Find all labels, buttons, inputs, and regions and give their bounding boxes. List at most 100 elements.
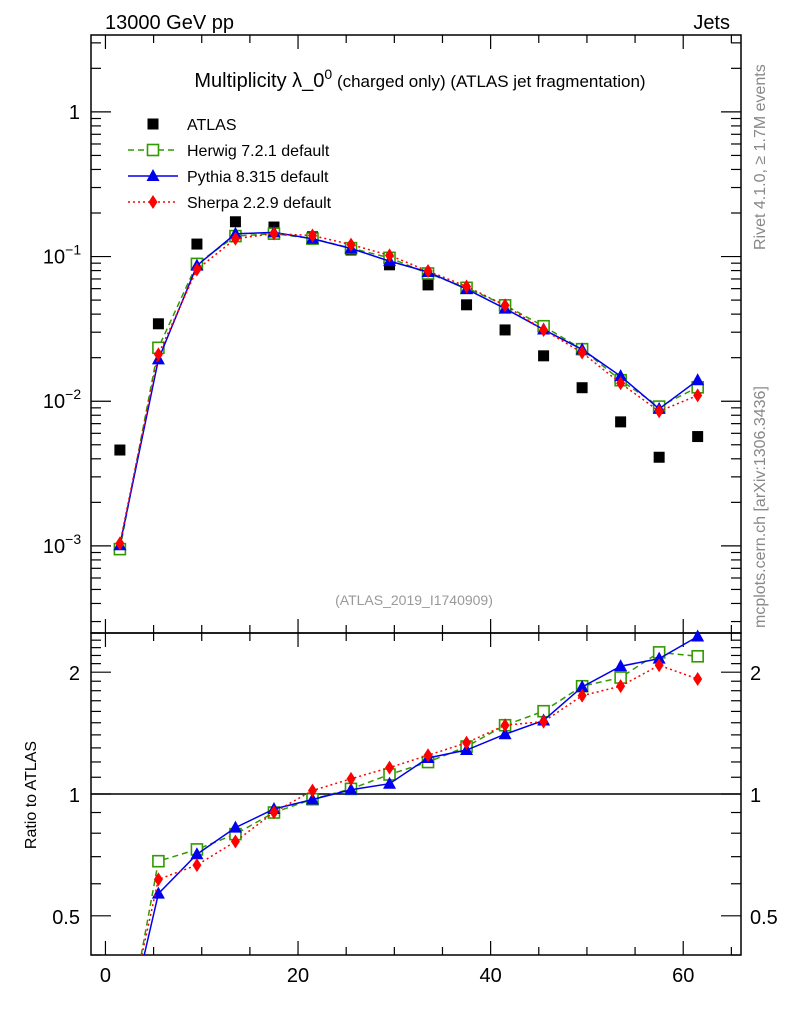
ratio-y-tick-label: 2 (69, 663, 80, 685)
ratio-line (141, 664, 698, 956)
legend-marker (147, 118, 159, 130)
x-tick-label: 20 (287, 965, 309, 987)
x-tick-label: 0 (100, 965, 111, 987)
y-tick-base: 10 (43, 536, 65, 558)
series-sherpa (115, 226, 703, 551)
legend: ATLAS Herwig 7.2.1 default Pythia 8.315 de… (128, 117, 332, 212)
series-pythia (113, 225, 705, 551)
ratio-point (152, 854, 165, 868)
data-point (229, 216, 241, 228)
data-point (269, 226, 279, 241)
data-point (499, 324, 511, 336)
y-tick-label: 10−3 (43, 531, 81, 558)
x-tick-label: 60 (672, 965, 694, 987)
ratio-point (383, 776, 397, 789)
legend-label: ATLAS (187, 117, 237, 134)
ratio-point (654, 658, 664, 673)
y-tick-base: 10 (43, 247, 65, 269)
y-tick-exponent: −3 (65, 531, 81, 547)
y-tick-base: 1 (69, 102, 80, 124)
data-point (691, 373, 705, 386)
header-right: Jets (693, 12, 730, 34)
ratio-point (691, 650, 704, 663)
ratio-point (577, 688, 587, 703)
data-point (538, 350, 550, 362)
data-point (577, 345, 587, 360)
data-point (654, 404, 664, 419)
ratio-point (153, 872, 163, 887)
data-point (191, 238, 203, 250)
ratio-y-tick-label-right: 0.5 (750, 907, 778, 929)
ratio-point (230, 834, 240, 849)
ratio-point (190, 847, 204, 860)
y-tick-base: 10 (43, 391, 65, 413)
ratio-y-tick-label: 1 (69, 785, 80, 807)
data-point (423, 264, 433, 279)
ratio-point (614, 659, 628, 672)
data-point (422, 279, 434, 291)
chart-title: Multiplicity λ_00 (charged only) (ATLAS … (194, 66, 645, 92)
x-tick-label: 40 (480, 965, 502, 987)
data-point (692, 431, 704, 443)
y-tick-label: 10−2 (43, 386, 81, 413)
series-line (119, 232, 699, 550)
ratio-point (616, 679, 626, 694)
data-point (230, 231, 240, 246)
data-point (614, 369, 628, 382)
ratio-y-tick-label-right: 2 (750, 663, 761, 685)
ratio-point (307, 783, 317, 798)
ratio-point (346, 771, 356, 786)
data-point (114, 444, 126, 456)
series-atlas (114, 216, 704, 463)
ratio-series (140, 629, 705, 956)
data-point (500, 298, 510, 313)
data-point (462, 279, 472, 294)
y-tick-label: 10−1 (43, 242, 81, 269)
ratio-point (498, 727, 512, 740)
ratio-line (140, 651, 698, 956)
y-tick-exponent: −2 (65, 386, 81, 402)
ratio-point (228, 820, 242, 833)
data-point (653, 451, 665, 463)
ratio-line (143, 635, 699, 956)
legend-marker (146, 169, 160, 181)
legend-label: Herwig 7.2.1 default (187, 143, 330, 160)
ratio-point (462, 735, 472, 750)
ratio-point (575, 679, 589, 692)
ratio-y-tick-label: 0.5 (52, 907, 80, 929)
y-tick-label: 1 (69, 102, 80, 124)
series-line (119, 232, 698, 544)
y-tick-exponent: −1 (65, 242, 81, 258)
ratio-point (269, 805, 279, 820)
data-point (385, 248, 395, 263)
ratio-point (539, 714, 549, 729)
legend-marker (148, 195, 158, 209)
legend-label: Sherpa 2.2.9 default (187, 195, 332, 212)
data-point (616, 376, 626, 391)
ratio-point (423, 748, 433, 763)
header-left: 13000 GeV pp (105, 12, 234, 34)
ratio-ylabel: Ratio to ATLAS (23, 741, 40, 849)
ratio-point (652, 651, 666, 664)
legend-label: Pythia 8.315 default (187, 169, 329, 186)
data-point (192, 262, 202, 277)
analysis-label: (ATLAS_2019_I1740909) (335, 592, 493, 608)
ratio-point (344, 782, 358, 795)
data-point (346, 237, 356, 252)
ratio-point (192, 858, 202, 873)
main-panel: 110−110−210−3 (43, 34, 742, 955)
mcplots-label: mcplots.cern.ch [arXiv:1306.3436] (752, 386, 769, 628)
data-point (576, 382, 588, 394)
legend-marker (146, 143, 160, 157)
data-point (615, 416, 627, 428)
data-point (693, 388, 703, 403)
data-point (152, 318, 164, 330)
rivet-label: Rivet 4.1.0, ≥ 1.7M events (752, 64, 769, 250)
ratio-y-tick-label-right: 1 (750, 785, 761, 807)
ratio-point (305, 792, 319, 805)
data-point (115, 536, 125, 551)
data-point (307, 228, 317, 243)
data-point (153, 347, 163, 362)
series-line (119, 231, 699, 546)
